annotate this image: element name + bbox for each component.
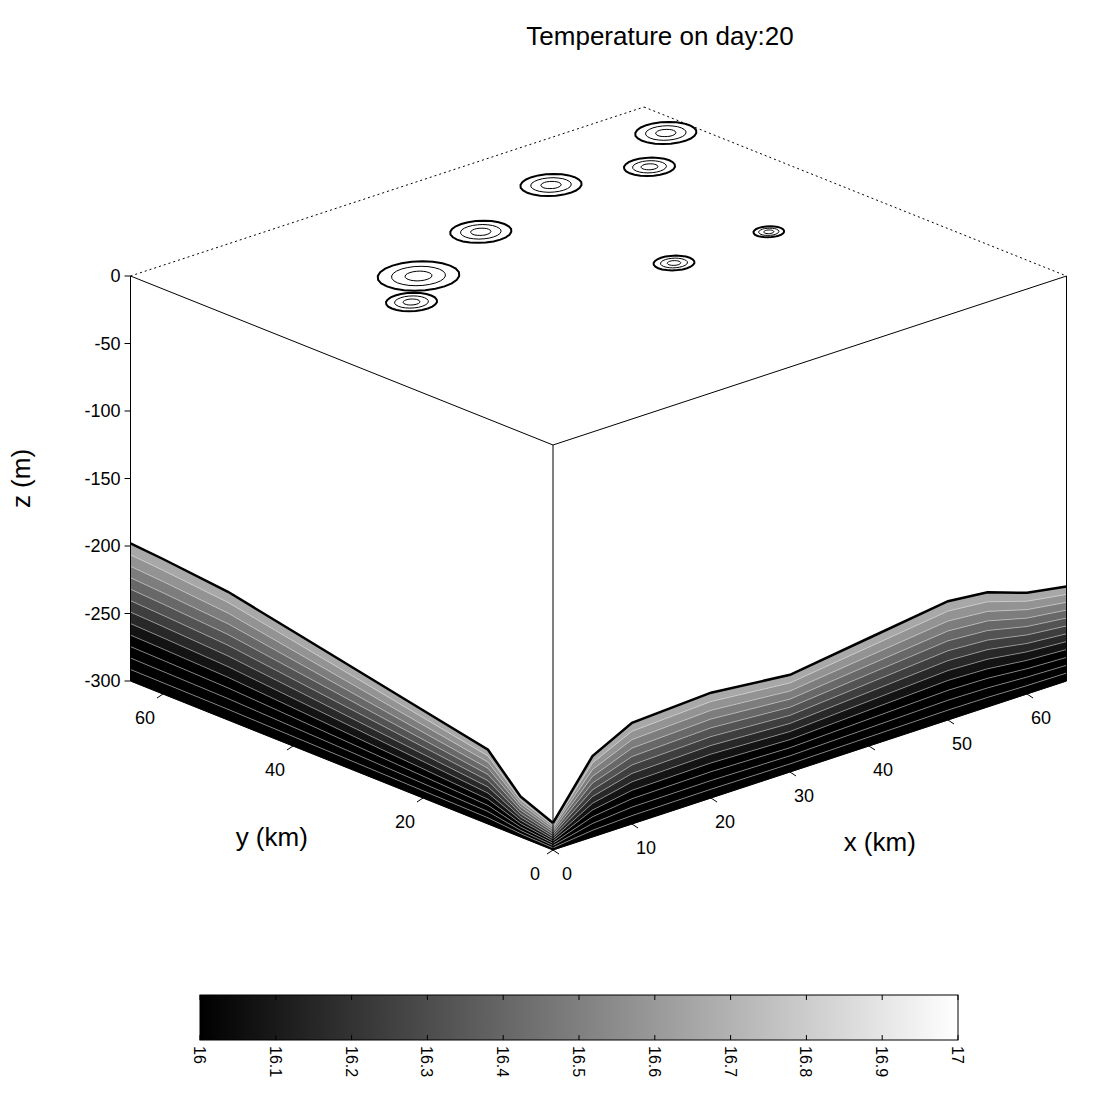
- svg-text:16.7: 16.7: [722, 1046, 739, 1077]
- svg-text:16.4: 16.4: [494, 1046, 511, 1077]
- svg-text:60: 60: [135, 708, 155, 728]
- svg-text:Temperature on day:20: Temperature on day:20: [526, 21, 793, 51]
- svg-text:-250: -250: [84, 604, 120, 624]
- svg-text:16.6: 16.6: [646, 1046, 663, 1077]
- svg-text:-200: -200: [84, 536, 120, 556]
- svg-text:50: 50: [952, 734, 972, 754]
- svg-text:0: 0: [562, 864, 572, 884]
- svg-text:16.1: 16.1: [267, 1046, 284, 1077]
- svg-text:-100: -100: [84, 401, 120, 421]
- svg-text:-150: -150: [84, 469, 120, 489]
- svg-text:20: 20: [715, 812, 735, 832]
- svg-text:17: 17: [949, 1046, 966, 1064]
- svg-text:20: 20: [395, 812, 415, 832]
- svg-text:-300: -300: [84, 671, 120, 691]
- svg-text:40: 40: [265, 760, 285, 780]
- svg-text:30: 30: [794, 786, 814, 806]
- svg-text:16.9: 16.9: [873, 1046, 890, 1077]
- svg-text:16.2: 16.2: [343, 1046, 360, 1077]
- svg-text:0: 0: [530, 864, 540, 884]
- svg-text:16.5: 16.5: [570, 1046, 587, 1077]
- svg-text:16.8: 16.8: [797, 1046, 814, 1077]
- svg-text:z (m): z (m): [6, 449, 36, 508]
- svg-text:-50: -50: [94, 334, 120, 354]
- svg-text:40: 40: [873, 760, 893, 780]
- svg-text:y (km): y (km): [236, 822, 308, 852]
- svg-text:x (km): x (km): [844, 827, 916, 857]
- svg-text:16.3: 16.3: [418, 1046, 435, 1077]
- svg-text:0: 0: [110, 266, 120, 286]
- svg-text:10: 10: [636, 838, 656, 858]
- svg-text:16: 16: [191, 1046, 208, 1064]
- svg-text:60: 60: [1031, 708, 1051, 728]
